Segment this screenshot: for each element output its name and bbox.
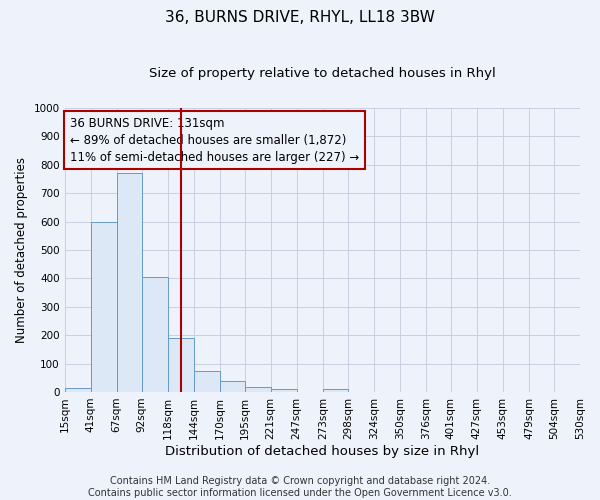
Bar [271, 389, 297, 392]
Text: 36, BURNS DRIVE, RHYL, LL18 3BW: 36, BURNS DRIVE, RHYL, LL18 3BW [165, 10, 435, 25]
Bar [323, 389, 348, 392]
Bar [245, 387, 271, 392]
Bar [220, 380, 245, 392]
Bar [116, 174, 142, 392]
Text: Contains HM Land Registry data © Crown copyright and database right 2024.
Contai: Contains HM Land Registry data © Crown c… [88, 476, 512, 498]
Bar [91, 222, 116, 392]
Bar [194, 370, 220, 392]
Text: 36 BURNS DRIVE: 131sqm
← 89% of detached houses are smaller (1,872)
11% of semi-: 36 BURNS DRIVE: 131sqm ← 89% of detached… [70, 116, 359, 164]
Y-axis label: Number of detached properties: Number of detached properties [15, 157, 28, 343]
Bar [65, 388, 91, 392]
X-axis label: Distribution of detached houses by size in Rhyl: Distribution of detached houses by size … [165, 444, 479, 458]
Title: Size of property relative to detached houses in Rhyl: Size of property relative to detached ho… [149, 68, 496, 80]
Bar [167, 338, 194, 392]
Bar [142, 277, 167, 392]
